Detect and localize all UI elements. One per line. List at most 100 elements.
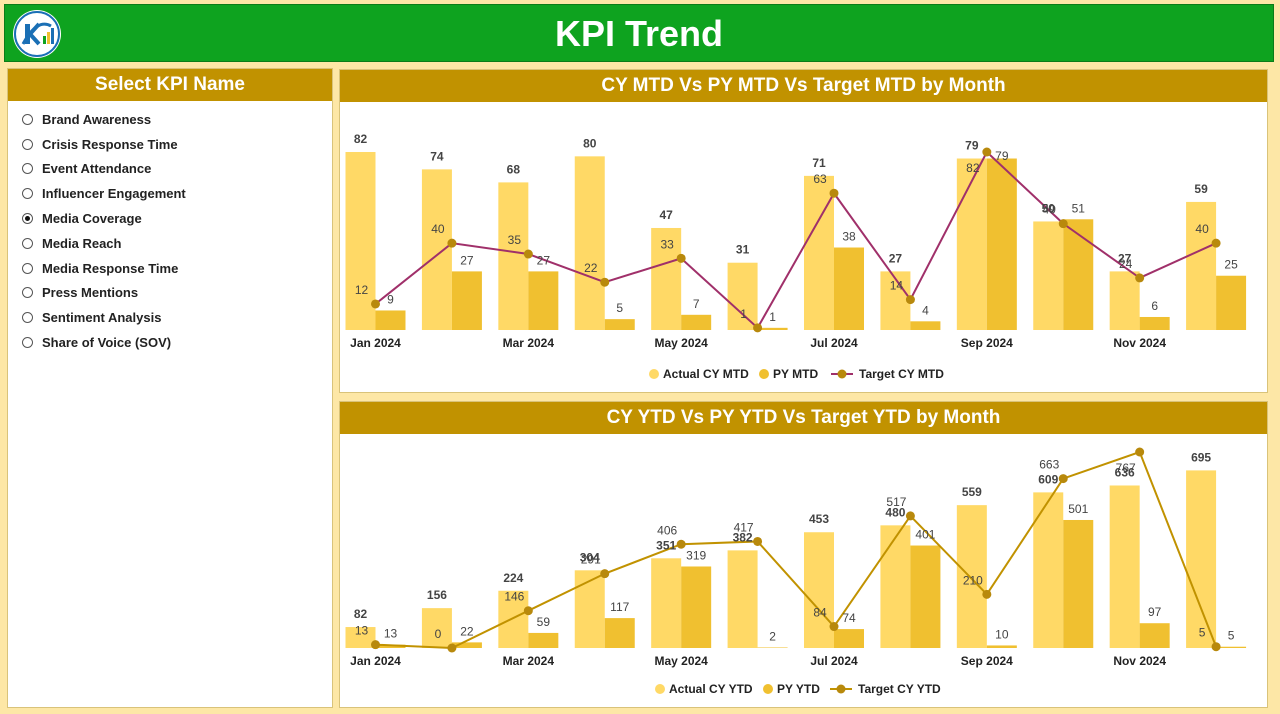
- target-marker[interactable]: [982, 147, 992, 157]
- target-marker[interactable]: [676, 253, 686, 263]
- actual-bar[interactable]: [1109, 485, 1140, 648]
- target-data-label: 406: [657, 523, 677, 537]
- radio-icon[interactable]: [22, 163, 33, 175]
- target-marker[interactable]: [523, 606, 533, 616]
- actual-bar[interactable]: [1186, 470, 1217, 648]
- py-bar[interactable]: [986, 158, 1017, 330]
- actual-bar[interactable]: [345, 627, 376, 648]
- target-marker[interactable]: [982, 589, 992, 599]
- py-bar[interactable]: [604, 319, 635, 330]
- py-data-label: 51: [1072, 201, 1086, 215]
- kpi-option[interactable]: Media Response Time: [22, 256, 332, 281]
- py-bar[interactable]: [528, 271, 559, 330]
- actual-bar[interactable]: [651, 227, 682, 330]
- py-bar[interactable]: [986, 645, 1017, 648]
- py-bar[interactable]: [910, 545, 941, 648]
- target-marker[interactable]: [1058, 474, 1068, 484]
- py-data-label: 74: [842, 611, 856, 625]
- target-marker[interactable]: [829, 622, 839, 632]
- actual-bar[interactable]: [1033, 492, 1064, 648]
- py-bar[interactable]: [1063, 519, 1094, 648]
- py-bar[interactable]: [451, 271, 482, 330]
- target-data-label: 517: [886, 495, 906, 509]
- py-data-label: 38: [842, 230, 856, 244]
- target-data-label: 210: [963, 573, 983, 587]
- actual-bar[interactable]: [880, 271, 911, 330]
- target-marker[interactable]: [1211, 238, 1221, 248]
- actual-bar[interactable]: [498, 590, 529, 648]
- actual-bar[interactable]: [956, 505, 987, 648]
- kpi-option[interactable]: Influencer Engagement: [22, 181, 332, 206]
- actual-bar[interactable]: [956, 158, 987, 330]
- target-marker[interactable]: [676, 539, 686, 549]
- py-bar[interactable]: [375, 644, 406, 648]
- actual-bar[interactable]: [880, 525, 911, 648]
- py-data-label: 6: [1151, 299, 1158, 313]
- py-bar[interactable]: [1139, 623, 1170, 648]
- kpi-option[interactable]: Press Mentions: [22, 281, 332, 306]
- py-bar[interactable]: [757, 647, 788, 648]
- target-marker[interactable]: [1211, 642, 1221, 652]
- py-bar[interactable]: [451, 642, 482, 648]
- py-bar[interactable]: [834, 247, 864, 330]
- target-marker[interactable]: [447, 643, 457, 653]
- target-marker[interactable]: [753, 536, 763, 546]
- target-marker[interactable]: [753, 323, 763, 333]
- radio-icon[interactable]: [22, 287, 33, 299]
- radio-icon[interactable]: [22, 138, 33, 150]
- py-bar[interactable]: [910, 321, 941, 330]
- target-marker[interactable]: [523, 249, 533, 259]
- target-marker[interactable]: [371, 640, 380, 650]
- radio-icon[interactable]: [22, 113, 33, 125]
- actual-data-label: 27: [889, 251, 903, 265]
- target-marker[interactable]: [371, 299, 380, 309]
- target-marker[interactable]: [1058, 219, 1068, 229]
- py-bar[interactable]: [1216, 646, 1247, 648]
- target-marker[interactable]: [829, 188, 839, 198]
- radio-selected-icon[interactable]: [22, 213, 33, 225]
- kpi-option[interactable]: Sentiment Analysis: [22, 305, 332, 330]
- target-marker[interactable]: [905, 511, 915, 521]
- target-marker[interactable]: [600, 277, 610, 287]
- kpi-option[interactable]: Media Coverage: [22, 206, 332, 231]
- kpi-option[interactable]: Brand Awareness: [22, 107, 332, 132]
- kpi-option[interactable]: Crisis Response Time: [22, 132, 332, 157]
- actual-bar[interactable]: [574, 570, 605, 648]
- py-bar[interactable]: [1063, 219, 1094, 330]
- kpi-option[interactable]: Event Attendance: [22, 157, 332, 182]
- actual-bar[interactable]: [727, 262, 758, 330]
- py-bar[interactable]: [834, 629, 864, 648]
- kpi-option[interactable]: Media Reach: [22, 231, 332, 256]
- py-bar[interactable]: [681, 314, 712, 330]
- py-bar[interactable]: [681, 566, 712, 648]
- py-bar[interactable]: [1216, 275, 1247, 330]
- radio-icon[interactable]: [22, 337, 33, 349]
- actual-bar[interactable]: [1109, 271, 1140, 330]
- actual-bar[interactable]: [421, 169, 452, 330]
- py-bar[interactable]: [757, 327, 788, 330]
- py-bar[interactable]: [604, 618, 635, 648]
- target-marker[interactable]: [905, 295, 915, 305]
- actual-bar[interactable]: [804, 175, 834, 330]
- actual-bar[interactable]: [727, 550, 758, 648]
- target-marker[interactable]: [1135, 273, 1145, 283]
- target-marker[interactable]: [600, 569, 610, 579]
- actual-bar[interactable]: [1033, 221, 1064, 330]
- radio-icon[interactable]: [22, 312, 33, 324]
- py-bar[interactable]: [1139, 316, 1170, 330]
- radio-icon[interactable]: [22, 262, 33, 274]
- actual-bar[interactable]: [498, 182, 529, 330]
- actual-bar[interactable]: [421, 608, 452, 648]
- actual-bar[interactable]: [651, 558, 682, 648]
- actual-bar[interactable]: [345, 152, 376, 330]
- target-marker[interactable]: [1135, 447, 1145, 457]
- py-bar[interactable]: [375, 310, 406, 330]
- radio-icon[interactable]: [22, 237, 33, 249]
- actual-bar[interactable]: [574, 156, 605, 330]
- kpi-option[interactable]: Share of Voice (SOV): [22, 330, 332, 355]
- actual-bar[interactable]: [804, 532, 834, 648]
- target-marker[interactable]: [447, 238, 457, 248]
- py-bar[interactable]: [528, 632, 559, 648]
- radio-icon[interactable]: [22, 188, 33, 200]
- actual-bar[interactable]: [1186, 201, 1217, 330]
